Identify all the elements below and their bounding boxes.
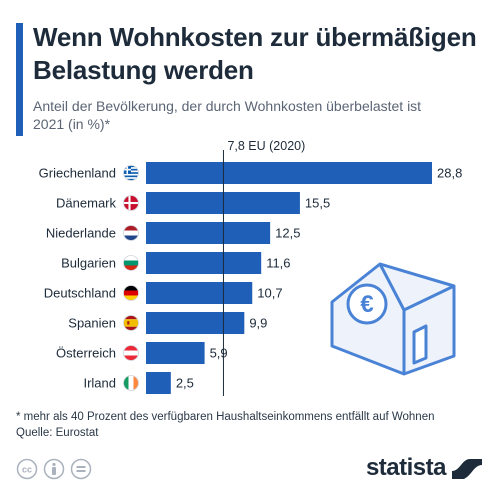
flag-part	[123, 319, 139, 327]
flag-outline	[123, 315, 139, 331]
svg-text:cc: cc	[22, 465, 32, 475]
bar-row: Österreich 5,9	[56, 342, 228, 364]
flag-part	[123, 355, 139, 361]
flag-part	[123, 326, 139, 331]
equal-icon[interactable]	[70, 458, 92, 485]
category-label: Österreich	[56, 346, 116, 361]
flag-part	[123, 295, 139, 301]
flag-outline	[123, 195, 139, 211]
person-icon[interactable]	[43, 458, 65, 485]
flag-part	[123, 168, 131, 171]
bar-row: Bulgarien 11,6	[61, 252, 291, 274]
flag-outline	[123, 375, 139, 391]
bar-row: Spanien 9,9	[68, 312, 267, 334]
flag-part	[123, 260, 139, 266]
category-label: Niederlande	[46, 226, 116, 241]
flag-part	[123, 230, 139, 236]
flag-part	[123, 315, 139, 320]
footnote: * mehr als 40 Prozent des verfügbaren Ha…	[16, 411, 435, 423]
flag-part	[133, 375, 139, 391]
bar-chart: Griechenland 28,8 Dänemark 15,5 Niederlande 1…	[39, 139, 462, 396]
bar-row: Dänemark 15,5	[56, 192, 330, 214]
data-label: 9,9	[249, 316, 267, 331]
category-label: Deutschland	[44, 286, 116, 301]
data-label: 11,6	[266, 256, 290, 271]
flag-part	[123, 201, 139, 205]
accent-bar	[16, 23, 23, 136]
chart-title: Wenn Wohnkosten zur übermäßigen Belastun…	[33, 22, 477, 85]
flag-germany-icon	[123, 285, 139, 301]
category-label: Griechenland	[39, 166, 116, 181]
flag-denmark-icon	[123, 195, 139, 211]
category-label: Irland	[83, 376, 116, 391]
bar	[146, 312, 245, 334]
bar-row: Niederlande 12,5	[46, 222, 300, 244]
reference-line-label: 7,8 EU (2020)	[227, 139, 305, 153]
flag-part	[123, 290, 139, 296]
data-label: 10,7	[257, 286, 282, 301]
flag-ireland-icon	[123, 375, 139, 391]
bar-row: Irland 2,5	[83, 372, 194, 394]
cc-icon[interactable]: cc	[16, 458, 38, 485]
bar-row: Deutschland 10,7	[44, 282, 283, 304]
flag-part	[123, 225, 139, 231]
flag-part	[123, 375, 129, 391]
flag-greece-icon	[123, 165, 139, 181]
flag-austria-icon	[123, 345, 139, 361]
data-label: 28,8	[437, 166, 462, 181]
flag-part	[123, 255, 139, 261]
statista-logo[interactable]: statista	[342, 454, 482, 482]
svg-text:€: €	[360, 291, 373, 318]
bar	[146, 282, 253, 304]
bar-row: Griechenland 28,8	[39, 162, 462, 184]
category-label: Spanien	[68, 316, 116, 331]
flag-outline	[123, 225, 139, 241]
bar	[146, 222, 271, 244]
flag-spain-icon	[123, 315, 139, 331]
data-label: 2,5	[176, 376, 194, 391]
flag-part	[123, 177, 139, 179]
statista-logo-icon	[452, 459, 482, 479]
bar	[146, 372, 171, 394]
flag-outline	[123, 345, 139, 361]
flag-part	[123, 173, 139, 176]
data-label: 12,5	[275, 226, 300, 241]
flag-part	[123, 285, 139, 291]
category-label: Dänemark	[56, 196, 116, 211]
flag-outline	[123, 285, 139, 301]
flag-netherlands-icon	[123, 225, 139, 241]
house-euro-icon: €	[330, 262, 456, 376]
flag-bulgaria-icon	[123, 255, 139, 271]
brand-name: statista	[365, 454, 447, 481]
flag-part	[123, 235, 139, 241]
flag-part	[123, 350, 139, 356]
chart-subtitle: Anteil der Bevölkerung, der durch Wohnko…	[33, 98, 422, 132]
flag-outline	[123, 165, 139, 181]
category-label: Bulgarien	[61, 256, 116, 271]
flag-part	[123, 265, 139, 271]
source: Quelle: Eurostat	[16, 427, 99, 439]
data-label: 15,5	[305, 196, 330, 211]
data-label: 5,9	[210, 346, 228, 361]
flag-part	[123, 345, 139, 351]
bar	[146, 342, 205, 364]
bar	[146, 252, 262, 274]
bar	[146, 162, 432, 184]
flag-outline	[123, 255, 139, 271]
flag-part	[128, 375, 134, 391]
flag-part	[127, 321, 130, 325]
